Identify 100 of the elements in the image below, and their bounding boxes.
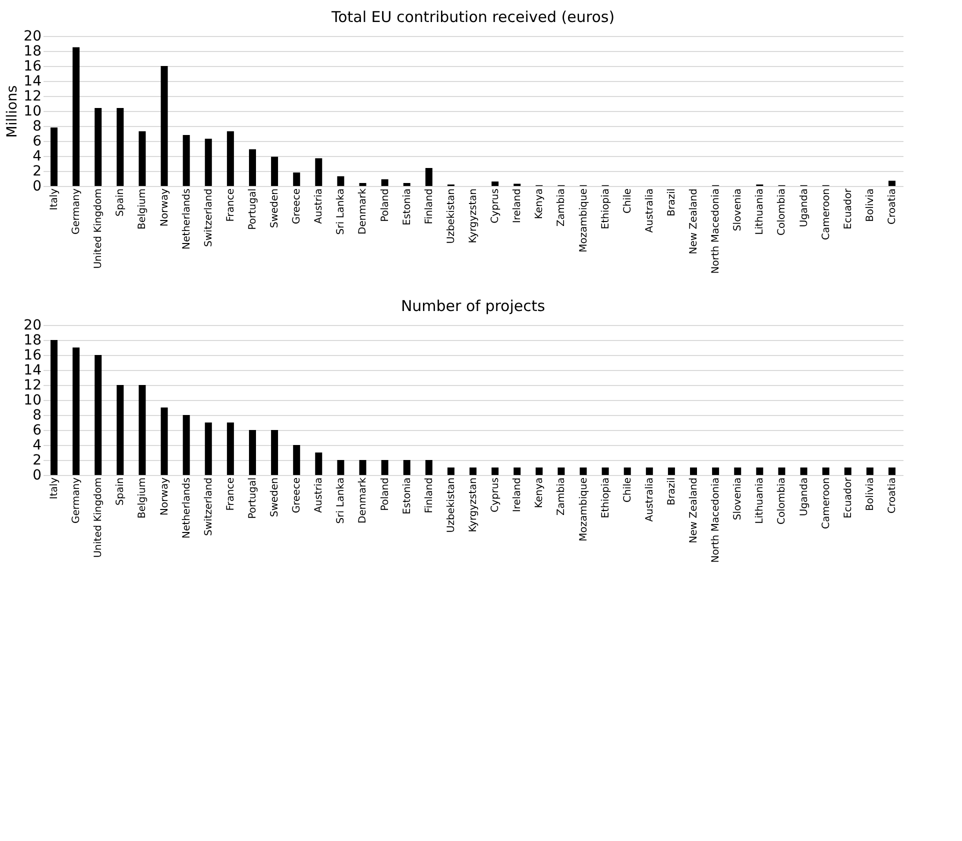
x-tick-label: North Macedonia xyxy=(710,478,722,563)
bar xyxy=(668,468,675,475)
x-tick-label: Finland xyxy=(424,188,435,224)
x-tick-label: Bolivia xyxy=(864,478,876,511)
x-tick-label: Ethiopia xyxy=(600,188,612,230)
bar xyxy=(138,131,146,186)
x-tick-label: Belgium xyxy=(137,188,148,230)
y-tick-label: 8 xyxy=(32,408,42,424)
x-tick-label: Chile xyxy=(622,188,634,214)
bar xyxy=(94,355,102,475)
x-tick-label: Chile xyxy=(622,478,634,503)
x-tick-label: Italy xyxy=(49,188,60,210)
bar xyxy=(271,156,278,186)
x-tick-label: Germany xyxy=(71,188,82,234)
x-tick-label: Zambia xyxy=(556,478,568,516)
x-tick-label: Denmark xyxy=(358,477,369,524)
x-tick-label: Cameroon xyxy=(820,188,832,240)
bar xyxy=(359,460,366,475)
y-tick-label: 12 xyxy=(24,378,42,394)
x-tick-label: Uganda xyxy=(798,478,810,516)
bar xyxy=(844,468,852,475)
x-tick-label: United Kingdom xyxy=(93,188,104,269)
x-tick-label: Sweden xyxy=(270,478,281,518)
x-tick-label: Italy xyxy=(49,477,60,500)
bar xyxy=(72,47,80,186)
x-tick-label: New Zealand xyxy=(688,478,700,544)
y-tick-label: 6 xyxy=(32,134,42,150)
x-tick-label: Switzerland xyxy=(203,478,214,536)
bar xyxy=(888,468,896,475)
x-tick-label: Austria xyxy=(314,478,325,513)
x-tick-label: Netherlands xyxy=(181,478,192,538)
bar xyxy=(492,468,499,475)
x-tick-label: Lithuania xyxy=(754,478,766,524)
x-tick-label: Portugal xyxy=(247,478,258,519)
bar xyxy=(690,468,698,475)
bar xyxy=(337,176,344,186)
x-tick-label: France xyxy=(225,188,236,222)
bar xyxy=(50,340,58,475)
x-tick-label: Denmark xyxy=(358,188,369,234)
x-tick-label: France xyxy=(225,478,236,511)
y-tick-label: 18 xyxy=(24,332,42,348)
y-tick-label: 14 xyxy=(24,362,42,378)
bar xyxy=(248,149,256,186)
x-tick-label: Netherlands xyxy=(181,188,192,250)
x-tick-label: Norway xyxy=(159,188,170,226)
y-tick-label: 20 xyxy=(24,318,42,334)
bar xyxy=(337,460,344,475)
chart-title: Total EU contribution received (euros) xyxy=(330,8,615,26)
y-tick-label: 12 xyxy=(24,88,42,104)
bar xyxy=(116,108,124,186)
x-tick-label: Croatia xyxy=(886,478,898,514)
bar xyxy=(447,468,454,475)
x-tick-label: Switzerland xyxy=(203,188,214,247)
x-tick-label: Estonia xyxy=(402,478,413,514)
chart-title: Number of projects xyxy=(400,297,546,315)
x-tick-label: Poland xyxy=(380,188,391,222)
x-tick-label: Cameroon xyxy=(820,478,832,529)
y-tick-label: 16 xyxy=(24,348,42,364)
x-tick-label: Germany xyxy=(71,477,82,524)
y-tick-label: 0 xyxy=(32,178,42,194)
bar xyxy=(293,445,300,475)
bar xyxy=(492,182,499,186)
bar xyxy=(315,452,322,475)
bar xyxy=(536,468,543,475)
x-tick-label: Kenya xyxy=(534,188,546,220)
x-tick-label: Spain xyxy=(115,478,126,506)
y-tick-label: 14 xyxy=(24,74,42,90)
bar xyxy=(359,183,366,186)
y-tick-label: 8 xyxy=(32,118,42,134)
bar xyxy=(160,408,168,475)
y-tick-label: 10 xyxy=(24,104,42,120)
x-tick-label: Norway xyxy=(159,477,170,516)
bar xyxy=(822,468,830,475)
bar xyxy=(182,415,190,475)
bar xyxy=(271,430,278,475)
y-tick-label: 20 xyxy=(24,28,42,44)
x-tick-label: Spain xyxy=(115,188,126,216)
bar xyxy=(72,348,80,475)
x-tick-label: Kyrgyzstan xyxy=(468,478,479,532)
x-tick-label: Brazil xyxy=(666,188,678,216)
bar xyxy=(381,179,388,186)
x-tick-label: Cyprus xyxy=(490,188,502,224)
x-tick-label: Poland xyxy=(380,478,391,511)
y-tick-label: 6 xyxy=(32,422,42,438)
x-tick-label: Croatia xyxy=(886,188,898,224)
x-tick-label: Belgium xyxy=(137,478,148,518)
x-tick-label: Uzbekistan xyxy=(446,478,457,533)
x-tick-label: United Kingdom xyxy=(93,478,104,558)
bar xyxy=(293,172,300,186)
bar xyxy=(558,468,565,475)
x-tick-label: Australia xyxy=(644,188,656,233)
y-tick-label: 10 xyxy=(24,392,42,408)
x-tick-label: Ethiopia xyxy=(600,478,612,518)
y-tick-label: 18 xyxy=(24,44,42,60)
bar xyxy=(160,66,168,186)
x-tick-label: Brazil xyxy=(666,478,678,506)
x-tick-label: Ireland xyxy=(512,188,524,224)
bar xyxy=(514,468,521,475)
bar xyxy=(381,460,388,475)
bar xyxy=(712,468,720,475)
